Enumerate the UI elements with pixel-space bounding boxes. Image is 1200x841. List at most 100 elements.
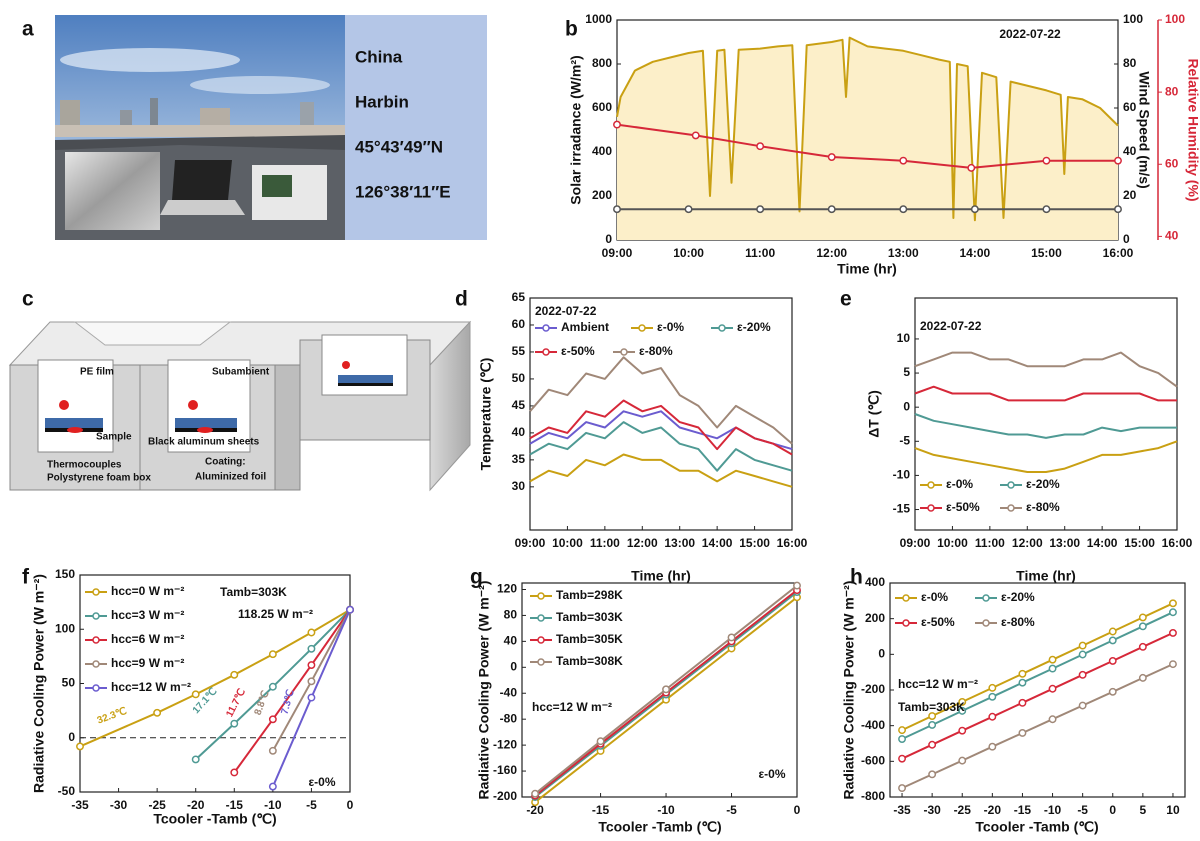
y-tick-label: -80 [500, 711, 518, 725]
marker [1078, 670, 1087, 679]
marker [1048, 715, 1057, 724]
marker [307, 661, 316, 670]
series-line [529, 356, 793, 445]
x-tick-label: 0 [794, 803, 801, 817]
y3-tick-label: 40 [1165, 229, 1179, 243]
marker [1138, 673, 1147, 682]
y-tick-label: 35 [512, 452, 526, 466]
legend-label: ε-0% [921, 590, 948, 604]
diagram-label: Subambient [212, 367, 270, 378]
x-axis-title: Time (hr) [631, 568, 691, 584]
legend-label: hcc=12 W m⁻² [111, 680, 191, 694]
legend-label: ε-20% [1001, 590, 1035, 604]
y-axis-title: ΔT (℃) [866, 390, 882, 438]
panel-letter: b [565, 18, 578, 41]
marker [1018, 678, 1027, 687]
plot-frame [521, 582, 798, 798]
marker [928, 721, 937, 729]
y-tick-label: 120 [497, 582, 517, 596]
x-tick-label: 11:00 [975, 536, 1005, 550]
y3-tick-label: 80 [1165, 84, 1179, 98]
annotation: 118.25 W m⁻² [238, 607, 313, 621]
x-tick-label: -15 [1014, 803, 1032, 817]
y-tick-label: 40 [504, 634, 518, 648]
marker [967, 163, 976, 172]
marker [613, 120, 621, 129]
legend-marker [902, 594, 910, 602]
series-line [529, 453, 793, 488]
annotation: Tamb=303K [220, 585, 287, 599]
y-tick-label: -200 [493, 789, 517, 803]
legend-marker [542, 348, 550, 356]
legend-marker [718, 324, 726, 332]
y2-tick-label: 0 [1123, 232, 1130, 246]
legend-label: Tamb=305K [556, 632, 623, 646]
marker [307, 693, 316, 702]
series-line [616, 36, 1119, 222]
x-tick-label: 13:00 [888, 246, 919, 260]
marker [727, 633, 736, 642]
photo-text: China [355, 47, 403, 66]
marker [1108, 656, 1117, 665]
marker [191, 690, 200, 699]
marker [1108, 627, 1117, 636]
marker [958, 697, 967, 706]
marker [958, 726, 967, 735]
y-tick-label: -40 [500, 685, 518, 699]
marker [899, 205, 908, 214]
x-tick-label: 10:00 [552, 536, 583, 550]
marker [958, 706, 967, 715]
legend-label: hcc=0 W m⁻² [111, 584, 184, 598]
legend-label: ε-50% [561, 344, 595, 358]
x-tick-label: 09:00 [602, 246, 633, 260]
marker [230, 670, 239, 679]
y-tick-label: 600 [592, 100, 612, 114]
y2-tick-label: 40 [1123, 144, 1137, 158]
legend-marker [1007, 481, 1015, 489]
legend-marker [537, 636, 545, 644]
x-tick-label: 12:00 [816, 246, 847, 260]
photo-text: Harbin [355, 92, 409, 111]
annotation: ε-0% [308, 775, 335, 789]
y-tick-label: 200 [865, 611, 885, 625]
marker [1018, 669, 1027, 678]
legend-marker [620, 348, 628, 356]
x-tick-label: 10:00 [673, 246, 704, 260]
diagram-label: Polystyrene foam box [47, 473, 151, 484]
marker [793, 581, 801, 590]
y-tick-label: 65 [512, 290, 526, 304]
marker [1169, 660, 1177, 669]
annotation: hcc=12 W m⁻² [532, 700, 612, 714]
y-tick-label: 400 [592, 144, 612, 158]
y-tick-label: -10 [893, 468, 911, 482]
marker [928, 712, 937, 720]
y-tick-label: -160 [493, 763, 517, 777]
legend-label: hcc=9 W m⁻² [111, 656, 184, 670]
marker [1169, 608, 1177, 617]
series-line [914, 440, 1178, 473]
diagram [8, 320, 472, 492]
marker [1048, 684, 1057, 693]
legend-label: ε-0% [657, 320, 684, 334]
plot-frame [529, 297, 793, 531]
y-tick-label: -50 [58, 784, 76, 798]
x-tick-label: 13:00 [664, 536, 695, 550]
x-axis-title: Tcooler -Tamb (℃) [598, 819, 721, 835]
y-tick-label: 50 [62, 676, 76, 690]
x-tick-label: -35 [71, 798, 89, 812]
marker [1138, 642, 1147, 651]
photo [55, 15, 487, 240]
marker [988, 742, 997, 751]
marker [1018, 729, 1027, 737]
x-tick-label: 13:00 [1049, 536, 1080, 550]
y-axis-title: Radiative Cooling Power (W m⁻²) [476, 581, 492, 800]
x-tick-label: -5 [1077, 803, 1088, 817]
marker [1169, 628, 1177, 637]
series-line [901, 631, 1174, 760]
marker [1078, 650, 1087, 659]
diagram-label: Coating: [205, 457, 246, 468]
legend-label: ε-50% [921, 615, 955, 629]
x-tick-label: 11:00 [590, 536, 620, 550]
y-tick-label: 800 [592, 56, 612, 70]
